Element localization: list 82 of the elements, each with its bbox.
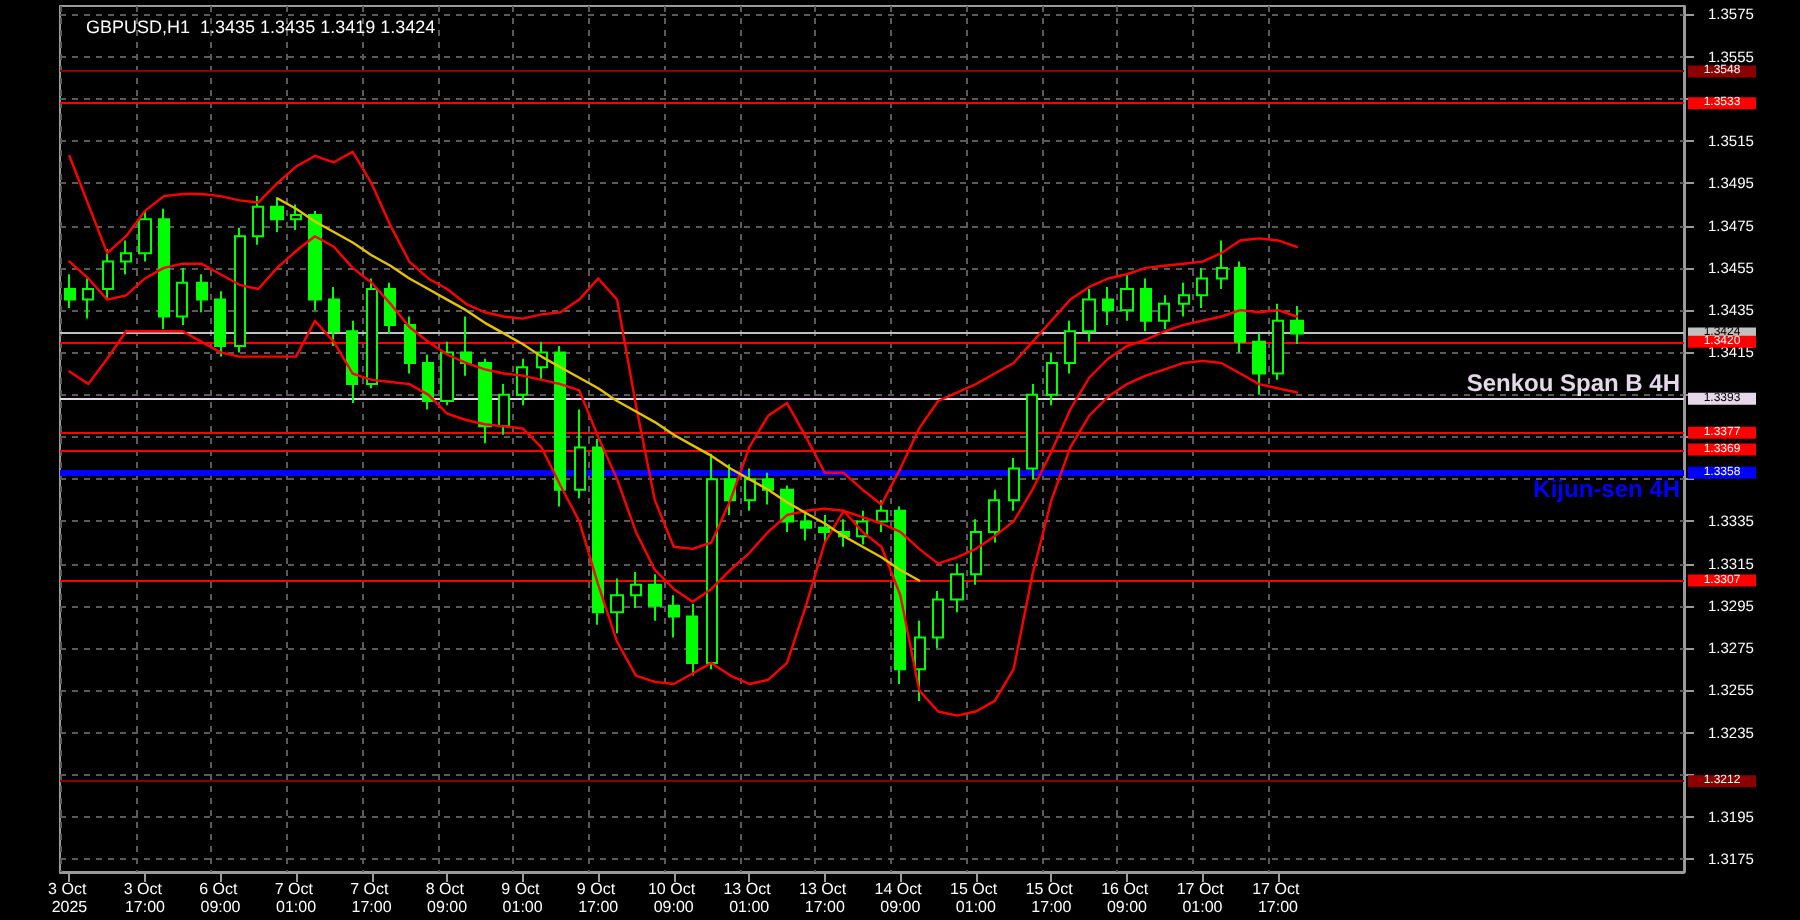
candlestick xyxy=(214,290,226,358)
candlestick xyxy=(1216,239,1228,291)
candlestick xyxy=(574,408,586,500)
candlestick xyxy=(648,573,662,622)
candlestick xyxy=(894,505,906,686)
candlestick xyxy=(196,273,208,314)
x-tick-label: 7 Oct 17:00 xyxy=(350,880,393,916)
candlestick xyxy=(1102,285,1114,326)
candlestick xyxy=(668,594,680,639)
candlestick xyxy=(1026,383,1038,481)
x-tick-label: 17 Oct 17:00 xyxy=(1252,880,1304,916)
x-tick-label: 7 Oct 01:00 xyxy=(274,880,318,916)
candlestick xyxy=(64,273,76,310)
candlestick xyxy=(498,383,510,436)
ref-line-label: Kijun-sen 4H xyxy=(1533,474,1680,503)
x-tick-label: 16 Oct 09:00 xyxy=(1101,880,1153,916)
ref-line-label: Senkou Span B 4H xyxy=(1466,368,1680,397)
candlestick xyxy=(120,239,132,276)
candlestick xyxy=(478,357,492,445)
candlestick xyxy=(914,619,926,702)
candlestick xyxy=(554,345,566,508)
candlestick xyxy=(252,195,264,246)
candlestick xyxy=(1120,273,1134,322)
candlestick xyxy=(440,340,454,407)
x-tick-label: 6 Oct 09:00 xyxy=(199,880,242,916)
candlestick xyxy=(384,281,396,335)
x-tick-label: 15 Oct 17:00 xyxy=(1025,880,1078,916)
candlestick xyxy=(158,207,170,331)
candlestick xyxy=(234,226,246,354)
candlestick xyxy=(1234,260,1246,354)
candlestick xyxy=(1008,457,1020,512)
candlestick xyxy=(270,197,284,233)
candlestick xyxy=(744,467,756,512)
x-tick-label: 3 Oct 2025 xyxy=(48,880,91,916)
line-series xyxy=(275,197,921,582)
x-tick-label: 10 Oct 09:00 xyxy=(647,880,700,916)
candlestick xyxy=(460,315,472,377)
candlestick xyxy=(1046,351,1058,407)
candlestick xyxy=(176,266,188,326)
candlestick xyxy=(876,499,888,533)
x-tick-label: 9 Oct 01:00 xyxy=(501,880,544,916)
text: GBPUSD,H1 1.3435 1.3435 1.3419 1.3424 xyxy=(86,17,436,37)
candlestick xyxy=(404,315,416,375)
x-tick-label: 17 Oct 01:00 xyxy=(1176,880,1229,916)
x-tick-label: 3 Oct 17:00 xyxy=(123,880,167,916)
x-tick-label: 8 Oct 09:00 xyxy=(425,880,469,916)
candlestick xyxy=(1140,277,1152,333)
candlestick xyxy=(1178,281,1190,318)
candlestick xyxy=(422,353,434,411)
candlestick xyxy=(610,577,624,635)
candlestick xyxy=(82,277,94,320)
candlestick xyxy=(950,562,964,614)
candlestick xyxy=(138,209,152,263)
candlestick xyxy=(1252,332,1266,396)
x-tick-label: 13 Oct 17:00 xyxy=(798,880,851,916)
candlestick xyxy=(970,518,982,586)
x-tick-label: 14 Oct 09:00 xyxy=(874,880,927,916)
candlestick xyxy=(818,514,830,544)
candlestick xyxy=(308,209,322,312)
candlestick xyxy=(1158,294,1170,331)
x-tick-label: 9 Oct 17:00 xyxy=(576,880,620,916)
candlestick xyxy=(328,285,340,348)
candlestick xyxy=(706,452,718,671)
candlestick xyxy=(346,319,358,405)
candlestick xyxy=(686,602,698,677)
candlestick xyxy=(592,438,604,626)
candlestick xyxy=(290,203,302,231)
x-tick-label: 15 Oct 01:00 xyxy=(950,880,1002,916)
candlestick xyxy=(1064,319,1076,375)
candlestick xyxy=(1290,304,1304,345)
candlestick xyxy=(366,277,378,390)
candlestick xyxy=(1196,266,1208,310)
candlestick xyxy=(1082,288,1096,343)
candlestick xyxy=(762,471,774,506)
candlestick xyxy=(932,590,944,650)
candlestick xyxy=(800,509,812,542)
candlestick xyxy=(102,247,114,301)
candlestick xyxy=(516,357,528,407)
candlestick xyxy=(1272,302,1284,381)
x-tick-label: 13 Oct 01:00 xyxy=(723,880,776,916)
candlestick xyxy=(630,571,642,609)
candlestick xyxy=(988,488,1000,544)
